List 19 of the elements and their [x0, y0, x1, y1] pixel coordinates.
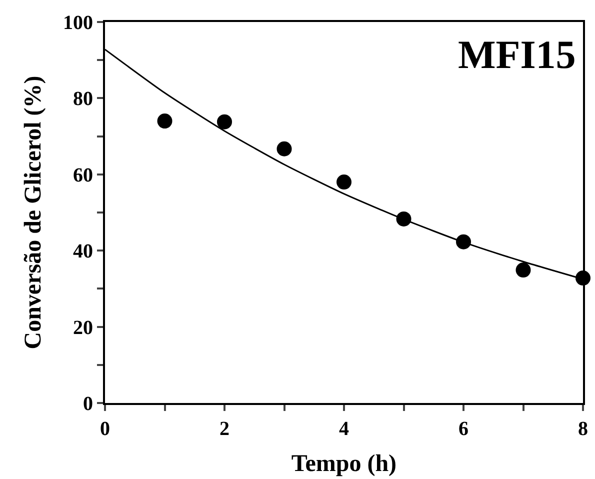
- y-tick-label: 20: [73, 316, 93, 339]
- annotation: MFI15: [458, 32, 576, 77]
- x-tick-label: 6: [458, 418, 468, 440]
- y-tick-label: 80: [73, 88, 93, 110]
- y-tick-label: 60: [73, 164, 93, 186]
- point: [157, 114, 172, 129]
- point: [276, 141, 292, 156]
- point: [217, 114, 232, 130]
- x-tick-label: 2: [220, 418, 230, 440]
- y-axis-title: Conversão de Glicerol (%): [20, 76, 47, 350]
- y-tick-label: 0: [83, 393, 93, 415]
- y-tick-label: 100: [63, 12, 93, 34]
- point: [336, 174, 352, 190]
- x-tick-label: 8: [578, 418, 588, 440]
- x-tick-label: 4: [339, 418, 349, 440]
- point: [516, 262, 531, 278]
- y-tick-label: 40: [73, 240, 93, 263]
- x-tick-label: 0: [100, 418, 110, 440]
- x-axis-title: Tempo (h): [291, 450, 397, 477]
